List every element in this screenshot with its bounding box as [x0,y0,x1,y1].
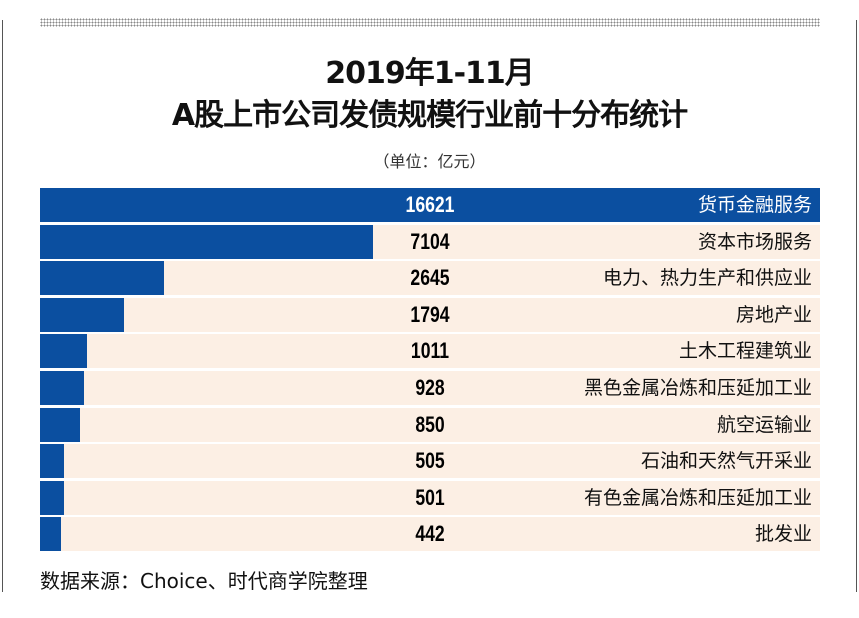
bar-row: 1011 土木工程建筑业 [40,334,820,369]
data-label: 2645 [410,265,450,291]
bar-row: 7104 资本市场服务 [40,224,820,259]
data-label: 442 [415,521,445,547]
bar-row: 16621 货币金融服务 [40,188,820,222]
source-note: 数据来源：Choice、时代商学院整理 [40,569,368,593]
bar [40,334,88,369]
bar-row: 2645 电力、热力生产和供应业 [40,261,820,296]
data-label: 7104 [410,228,450,254]
data-label: 1011 [410,338,450,364]
right-border [856,20,857,592]
category-label: 货币金融服务 [697,194,812,216]
category-label: 黑色金属冶炼和压延加工业 [583,377,812,399]
bar [40,371,84,405]
category-label: 房地产业 [735,303,812,326]
bar [40,297,125,332]
bar [40,517,61,552]
dotted-rule [40,18,820,27]
bar [40,261,165,296]
chart-title-line1: 2019年1-11月 [325,56,535,91]
bar [40,480,64,515]
bar-row: 442 批发业 [40,517,820,552]
bar [40,444,64,479]
unit-label: （单位：亿元） [373,152,486,171]
data-label: 16621 [405,192,455,217]
category-label: 有色金属冶炼和压延加工业 [583,486,812,509]
category-label: 石油和天然气开采业 [640,450,812,473]
category-label: 批发业 [754,523,812,546]
left-border [2,20,3,592]
category-label: 资本市场服务 [697,230,812,253]
chart-title-line2: A股上市公司发债规模行业前十分布统计 [171,98,688,133]
data-label: 505 [415,448,445,474]
bar-row: 850 航空运输业 [40,407,820,442]
category-label: 土木工程建筑业 [678,340,812,363]
bar-row: 501 有色金属冶炼和压延加工业 [40,480,820,515]
bar [40,224,374,259]
category-label: 电力、热力生产和供应业 [602,267,812,290]
bar-row: 928 黑色金属冶炼和压延加工业 [40,371,820,405]
category-label: 航空运输业 [716,413,812,436]
data-label: 928 [415,375,445,400]
bar-chart: 16621 货币金融服务 7104 资本市场服务 2645 电力、热力生产和供应业 1794… [40,188,820,553]
bar [40,188,820,222]
data-label: 1794 [410,301,450,327]
data-label: 501 [415,484,445,510]
bar-row: 505 石油和天然气开采业 [40,444,820,479]
bar-row: 1794 房地产业 [40,297,820,332]
data-label: 850 [415,411,445,437]
bar [40,407,80,442]
